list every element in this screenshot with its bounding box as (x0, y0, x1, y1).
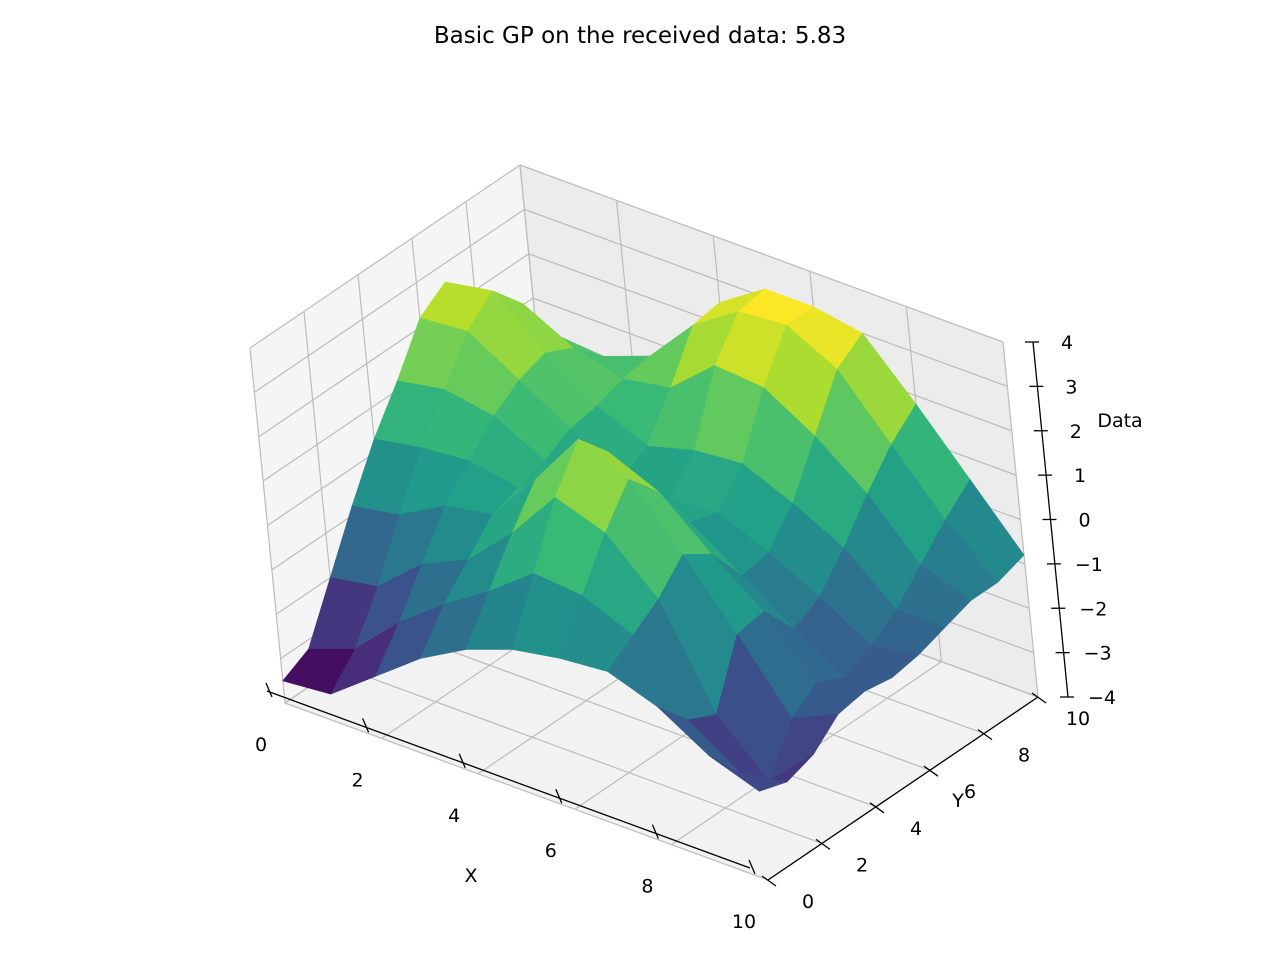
y-tick (1031, 692, 1047, 704)
z-tick-label: −4 (1088, 687, 1116, 709)
z-tick-label: −3 (1084, 643, 1112, 665)
y-tick-label: 0 (802, 891, 814, 913)
grid-line-z-left (258, 253, 530, 438)
x-tick (362, 718, 370, 733)
z-tick-label: 1 (1074, 465, 1086, 487)
y-tick (869, 802, 885, 814)
grid-line-y-floor (392, 629, 877, 808)
grid-line-y-floor (338, 665, 823, 844)
chart-title: Basic GP on the received data: 5.83 (434, 23, 846, 49)
x-tick-label: 0 (255, 734, 267, 756)
x-axis-label: X (464, 865, 477, 887)
x-tick-label: 2 (352, 769, 364, 791)
y-tick (815, 838, 831, 850)
x-axis-line (266, 690, 751, 869)
z-tick-label: 4 (1061, 332, 1073, 354)
z-tick-label: −2 (1079, 598, 1107, 620)
y-tick-label: 6 (964, 781, 976, 803)
y-tick (761, 875, 777, 887)
grid-line-y-floor (284, 702, 769, 881)
x-tick-label: 4 (448, 805, 460, 827)
grid-line-z-left (254, 208, 525, 393)
y-axis-line (767, 696, 1039, 881)
x-tick (555, 788, 563, 804)
y-tick-label: 4 (910, 818, 922, 840)
y-tick-label: 8 (1018, 745, 1030, 767)
z-tick-label: 3 (1065, 376, 1077, 398)
y-tick-label: 2 (856, 854, 868, 876)
x-tick-label: 10 (732, 911, 756, 933)
grid-line-z-back (519, 164, 1004, 343)
x-tick (458, 753, 466, 769)
axis-lines (265, 341, 1074, 887)
y-tick (977, 729, 993, 741)
x-tick (748, 859, 756, 875)
y-tick (923, 765, 939, 777)
x-tick-label: 6 (545, 840, 557, 862)
z-tick-label: −1 (1075, 554, 1103, 576)
x-tick-label: 8 (641, 876, 653, 898)
surface-patch (708, 755, 788, 792)
z-axis-label: Data (1097, 410, 1142, 432)
y-tick-label: 10 (1066, 708, 1090, 730)
z-tick-label: 0 (1078, 510, 1090, 532)
z-tick-label: 2 (1070, 421, 1082, 443)
grid-line-z-left (249, 164, 521, 349)
x-tick (265, 682, 273, 698)
x-tick (651, 824, 659, 839)
y-axis-label: Y (951, 790, 964, 812)
surface (282, 281, 1025, 792)
